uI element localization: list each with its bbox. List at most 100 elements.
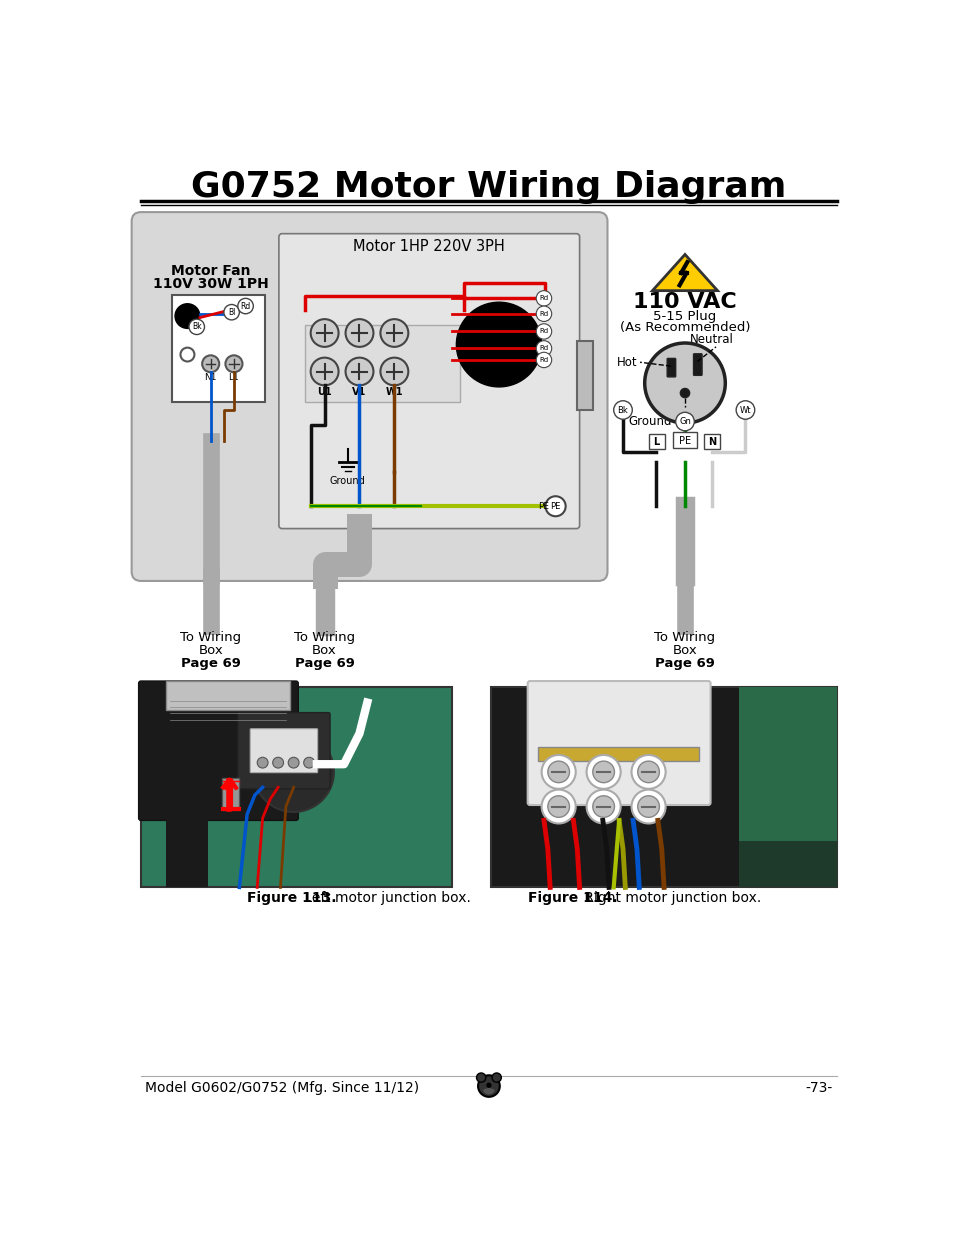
Bar (577, 341, 592, 410)
Text: Page 69: Page 69 (180, 657, 240, 669)
Circle shape (225, 356, 242, 372)
Circle shape (536, 341, 551, 356)
Text: Rd: Rd (538, 295, 548, 301)
Text: Gn: Gn (679, 417, 690, 426)
Bar (739, 687, 836, 888)
Text: N1: N1 (204, 373, 216, 382)
Text: Left motor junction box.: Left motor junction box. (299, 892, 470, 905)
FancyBboxPatch shape (703, 433, 720, 450)
Text: To Wiring: To Wiring (294, 631, 355, 643)
Bar (166, 680, 290, 710)
Circle shape (237, 299, 253, 314)
Circle shape (288, 757, 298, 768)
Circle shape (380, 319, 408, 347)
Circle shape (736, 401, 754, 419)
Circle shape (303, 757, 314, 768)
Circle shape (547, 761, 569, 783)
Circle shape (637, 795, 659, 818)
Bar (166, 787, 208, 888)
Circle shape (456, 303, 541, 387)
Text: Hot: Hot (616, 356, 637, 369)
Circle shape (631, 789, 665, 824)
Circle shape (202, 356, 219, 372)
FancyBboxPatch shape (693, 353, 701, 375)
Circle shape (174, 304, 199, 329)
FancyBboxPatch shape (673, 432, 696, 448)
FancyBboxPatch shape (132, 212, 607, 580)
Text: Wt: Wt (739, 405, 750, 415)
Circle shape (592, 761, 614, 783)
Text: Box: Box (198, 643, 223, 657)
Text: U1: U1 (317, 387, 332, 396)
Circle shape (477, 1076, 499, 1097)
FancyBboxPatch shape (278, 233, 579, 529)
Text: Figure 114.: Figure 114. (527, 892, 617, 905)
Circle shape (536, 324, 551, 340)
Circle shape (613, 401, 632, 419)
Bar (221, 778, 238, 810)
Circle shape (586, 789, 620, 824)
FancyBboxPatch shape (138, 680, 298, 820)
Text: Rd: Rd (240, 301, 251, 310)
Bar (305, 325, 459, 403)
Circle shape (257, 757, 268, 768)
Bar (537, 747, 699, 761)
Circle shape (545, 496, 565, 516)
Circle shape (637, 761, 659, 783)
Circle shape (380, 358, 408, 385)
Text: PE: PE (537, 501, 548, 511)
Text: -73-: -73- (805, 1081, 832, 1094)
Circle shape (536, 306, 551, 321)
Circle shape (679, 389, 689, 398)
Text: Rd: Rd (538, 329, 548, 335)
Text: L1: L1 (229, 373, 239, 382)
Text: 5-15 Plug: 5-15 Plug (653, 310, 716, 322)
Circle shape (311, 319, 338, 347)
Text: Page 69: Page 69 (294, 657, 355, 669)
Circle shape (311, 358, 338, 385)
Circle shape (541, 789, 575, 824)
Text: Page 69: Page 69 (655, 657, 714, 669)
Circle shape (644, 343, 724, 424)
Circle shape (536, 290, 551, 306)
Text: Box: Box (312, 643, 336, 657)
Text: Box: Box (672, 643, 697, 657)
Text: Rd: Rd (538, 346, 548, 352)
Circle shape (586, 755, 620, 789)
Text: Rd: Rd (538, 357, 548, 363)
Circle shape (345, 319, 373, 347)
Text: L: L (653, 437, 659, 447)
FancyBboxPatch shape (527, 680, 710, 805)
Bar (141, 687, 452, 888)
Text: Bk: Bk (192, 322, 201, 331)
Text: Ground: Ground (330, 475, 365, 485)
Circle shape (592, 795, 614, 818)
Text: V1: V1 (352, 387, 366, 396)
Text: Rd: Rd (538, 311, 548, 316)
Text: (As Recommended): (As Recommended) (619, 321, 749, 335)
Text: Right motor junction box.: Right motor junction box. (579, 892, 760, 905)
Circle shape (631, 755, 665, 789)
Text: 110V 30W 1PH: 110V 30W 1PH (152, 277, 269, 290)
Circle shape (189, 319, 204, 335)
Text: W1: W1 (385, 387, 403, 396)
Circle shape (492, 1073, 500, 1082)
Circle shape (180, 347, 194, 362)
Text: Neutral: Neutral (689, 332, 733, 346)
Text: Bk: Bk (617, 405, 628, 415)
Text: PE: PE (679, 436, 690, 446)
Text: Model G0602/G0752 (Mfg. Since 11/12): Model G0602/G0752 (Mfg. Since 11/12) (145, 1081, 418, 1094)
Text: To Wiring: To Wiring (654, 631, 715, 643)
Text: Motor 1HP 220V 3PH: Motor 1HP 220V 3PH (353, 240, 504, 254)
Bar (172, 294, 265, 403)
Text: N: N (707, 437, 716, 447)
Text: To Wiring: To Wiring (180, 631, 241, 643)
Polygon shape (652, 254, 717, 290)
Circle shape (536, 352, 551, 368)
FancyBboxPatch shape (649, 433, 664, 450)
Text: Figure 113.: Figure 113. (247, 892, 336, 905)
FancyBboxPatch shape (237, 713, 330, 789)
FancyBboxPatch shape (666, 358, 675, 377)
Circle shape (273, 757, 283, 768)
Text: Motor Fan: Motor Fan (171, 264, 251, 278)
